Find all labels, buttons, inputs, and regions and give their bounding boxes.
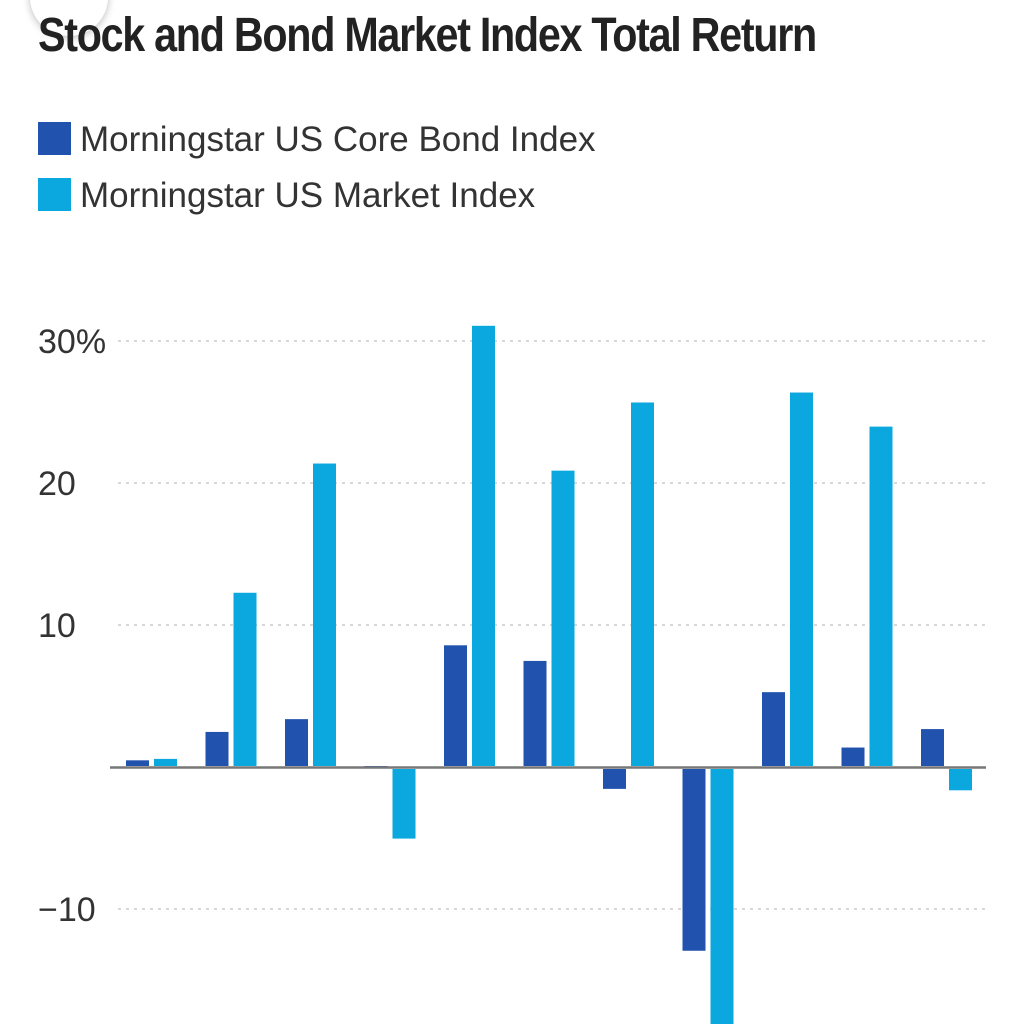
legend-label-bond: Morningstar US Core Bond Index bbox=[80, 120, 596, 159]
bar-market bbox=[472, 325, 495, 766]
bar-bond bbox=[205, 731, 229, 766]
bar-bond bbox=[285, 719, 308, 766]
bar-market bbox=[949, 769, 972, 791]
bar-market bbox=[154, 758, 177, 766]
bar-bond bbox=[126, 760, 149, 766]
legend-swatch-market bbox=[38, 178, 71, 211]
y-tick-label: 20 bbox=[38, 465, 76, 503]
legend-swatch-bond bbox=[38, 122, 71, 155]
bar-market bbox=[710, 769, 734, 1024]
chart-title: Stock and Bond Market Index Total Return bbox=[38, 9, 817, 62]
bar-bond bbox=[762, 692, 785, 766]
bar-bond bbox=[523, 660, 547, 766]
legend: Morningstar US Core Bond Index Morningsta… bbox=[38, 112, 978, 224]
legend-item-market: Morningstar US Market Index bbox=[38, 168, 535, 224]
bar-bond bbox=[921, 729, 944, 766]
y-tick-label: 30% bbox=[38, 323, 106, 361]
bar-bond bbox=[841, 747, 865, 766]
legend-item-bond: Morningstar US Core Bond Index bbox=[38, 112, 596, 168]
bar-market bbox=[869, 426, 893, 766]
bar-market bbox=[790, 392, 813, 766]
bar-market bbox=[551, 470, 575, 766]
bar-market bbox=[233, 592, 257, 766]
bar-market bbox=[313, 463, 336, 766]
bar-market bbox=[392, 769, 416, 839]
y-tick-label: 10 bbox=[38, 607, 76, 645]
bar-bond bbox=[603, 769, 626, 789]
bar-bond bbox=[444, 645, 467, 766]
legend-label-market: Morningstar US Market Index bbox=[80, 176, 536, 215]
y-tick-label: −10 bbox=[38, 891, 96, 929]
bar-bond bbox=[682, 769, 706, 951]
bar-market bbox=[631, 402, 654, 766]
